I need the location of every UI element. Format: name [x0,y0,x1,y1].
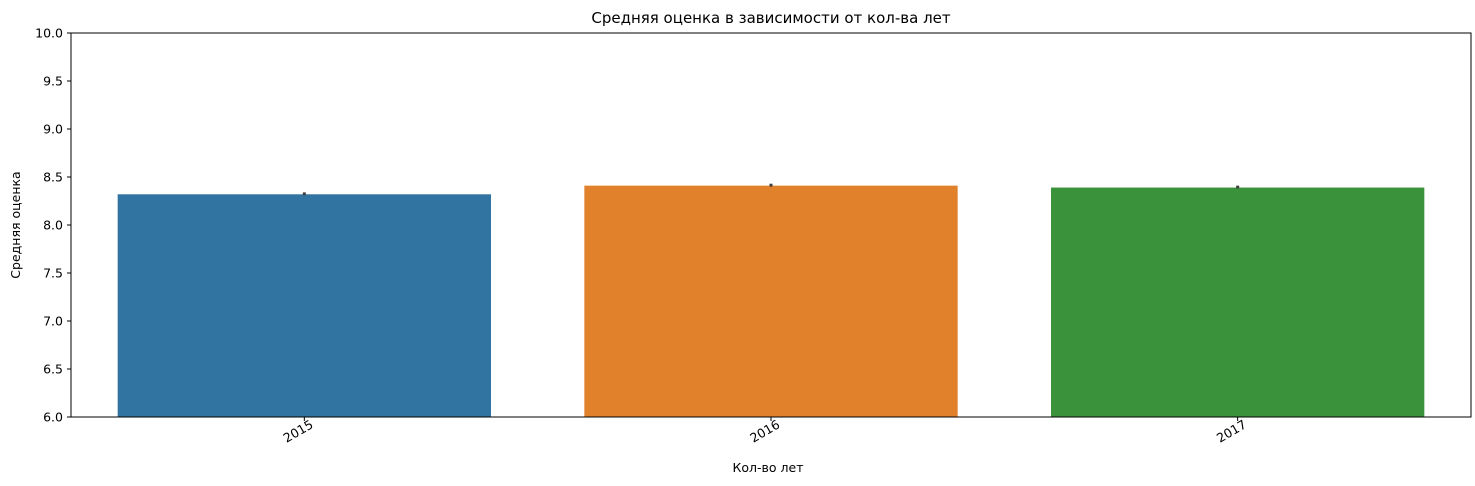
x-axis-label: Кол-во лет [733,460,804,475]
bar-2015 [117,194,492,417]
bar-2016 [584,185,958,417]
error-bars-layer [302,183,1240,196]
y-tick-label-6.0: 6.0 [43,410,63,425]
x-tick-label-2016: 2016 [747,417,782,446]
x-tick-label-2015: 2015 [281,417,316,446]
y-tick-label-7.0: 7.0 [43,314,63,329]
chart-title: Средняя оценка в зависимости от кол-ва л… [591,9,951,27]
y-tick-label-8.0: 8.0 [43,218,63,233]
y-tick-label-9.5: 9.5 [43,74,63,89]
bars-layer [117,185,1425,417]
y-tick-label-8.5: 8.5 [43,170,63,185]
x-axis: 2015 2016 2017 [281,417,1249,446]
y-axis: 6.0 6.5 7.0 7.5 8.0 8.5 9.0 9.5 10.0 [35,26,71,425]
x-tick-label-2017: 2017 [1214,417,1249,446]
bar-2017 [1051,187,1425,417]
y-tick-label-9.0: 9.0 [43,122,63,137]
y-axis-label: Средняя оценка [8,171,23,278]
y-tick-label-10.0: 10.0 [35,26,63,41]
y-tick-label-6.5: 6.5 [43,362,63,377]
y-tick-label-7.5: 7.5 [43,266,63,281]
